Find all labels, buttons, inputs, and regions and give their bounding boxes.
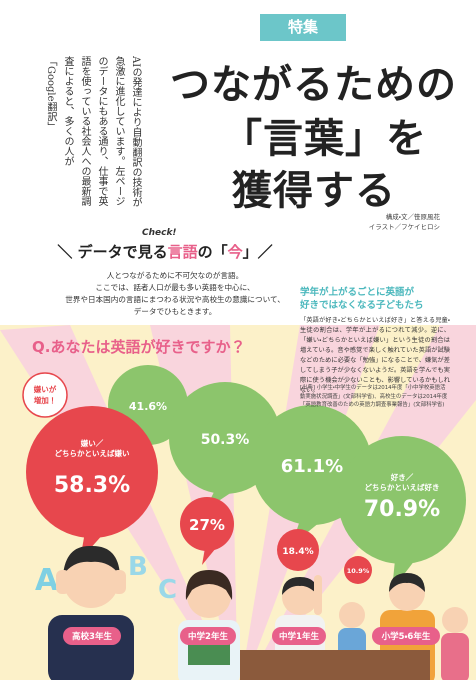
survey-question: Q.あなたは英語が好きですか？ [32,338,246,356]
check-label: Check! [142,228,177,238]
bubble [180,497,234,551]
bubble [277,529,319,571]
grade-texts: 高校3年生 中学2年生 中学1年生 小学5・6年生 [72,631,431,642]
desk [240,650,430,680]
bubble-texts: 41.6% 50.3% 61.1% 好き／ どちらかといえば好き 70.9% 嫌… [54,400,440,575]
grade-labels [63,627,440,645]
bubble-tail [202,548,216,565]
title-line: 獲得する [232,168,396,214]
heading-highlight: 今 [227,243,243,261]
sidebar-heading-line: 学年が上がるごとに英語が [300,287,415,298]
like-value: 50.3% [201,432,250,448]
section-heading: ＼ データで見る言語の「今」／ [40,241,290,262]
grade-label: 小学5・6年生 [381,631,431,642]
dislike-value: 18.4% [282,547,313,557]
sidebar-heading: 学年が上がるごとに英語が 好きではなくなる子どもたち [300,286,460,312]
dislike-label: 嫌い／ [81,438,104,448]
credit: イラスト／フケイヒロシ [368,223,440,231]
callout-text: 嫌いが [34,384,57,394]
title-line: つながるための [170,62,457,108]
grade-label: 高校3年生 [72,631,112,642]
heading-part: 」／ [242,243,273,261]
like-label: 好き／ [391,472,414,482]
title-line: 「言葉」を [222,116,427,162]
grade-badge [63,627,121,645]
grade-label: 中学1年生 [279,631,319,642]
grade-badge [372,627,440,645]
like-bubbles [108,365,466,590]
grade-badge [180,627,236,645]
sidebar-heading-line: 好きではなくなる子どもたち [300,300,424,311]
dislike-value: 27% [189,516,225,534]
dislike-value: 10.9% [347,567,370,575]
intro-line: 人とつながるために不可欠なのが言語。 [106,271,244,280]
like-value: 70.9% [364,497,440,522]
dislike-label: どちらかといえば嫌い [55,448,130,458]
heading-part: ＼ データで見る [57,243,168,261]
callout-text: 増加！ [34,395,57,405]
kid-junior2 [178,570,240,680]
callout-bubble [22,372,68,418]
sidebar-source: [出典] 小学生・中学生のデータは2014年度「小中学校英語活動実施状況調査」(… [300,385,448,408]
callout-texts: 嫌いが 増加！ [34,384,57,405]
like-value: 61.1% [281,456,343,477]
intro-line: ここでは、話者人口が最も多い英語を中心に、 [95,283,255,292]
decor-letter: A [35,563,59,598]
like-label: どちらかといえば好き [365,482,440,492]
like-value: 41.6% [129,400,167,413]
bubble [338,436,466,564]
heading-highlight: 言語 [167,243,198,261]
bubble [26,406,158,538]
feature-tag: 特集 [260,14,346,41]
intro-line: 世界や日本国内の言語にまつわる状況や高校生の意識について、 [65,295,285,304]
lead-text: AIの発達により自動翻訳の技術が急激に進化しています。左ページのデータにもある通… [45,56,141,208]
intro-line: データでひもときます。 [133,307,217,316]
bubble [344,556,372,584]
intro: 人とつながるために不可欠なのが言語。 ここでは、話者人口が最も多い英語を中心に、… [45,270,305,318]
decor-letter: B [128,552,148,582]
decor-letter: C [158,575,177,605]
heading-part: の「 [197,243,228,261]
grade-badge [272,627,326,645]
credit: 構成・文／笹原風花 [385,213,440,221]
grade-label: 中学2年生 [188,631,228,642]
dislike-value: 58.3% [54,473,130,498]
sidebar-body: 「英語が好き・どちらかといえば好き」と答える児童・生徒の割合は、学年が上がるにつ… [300,317,450,394]
